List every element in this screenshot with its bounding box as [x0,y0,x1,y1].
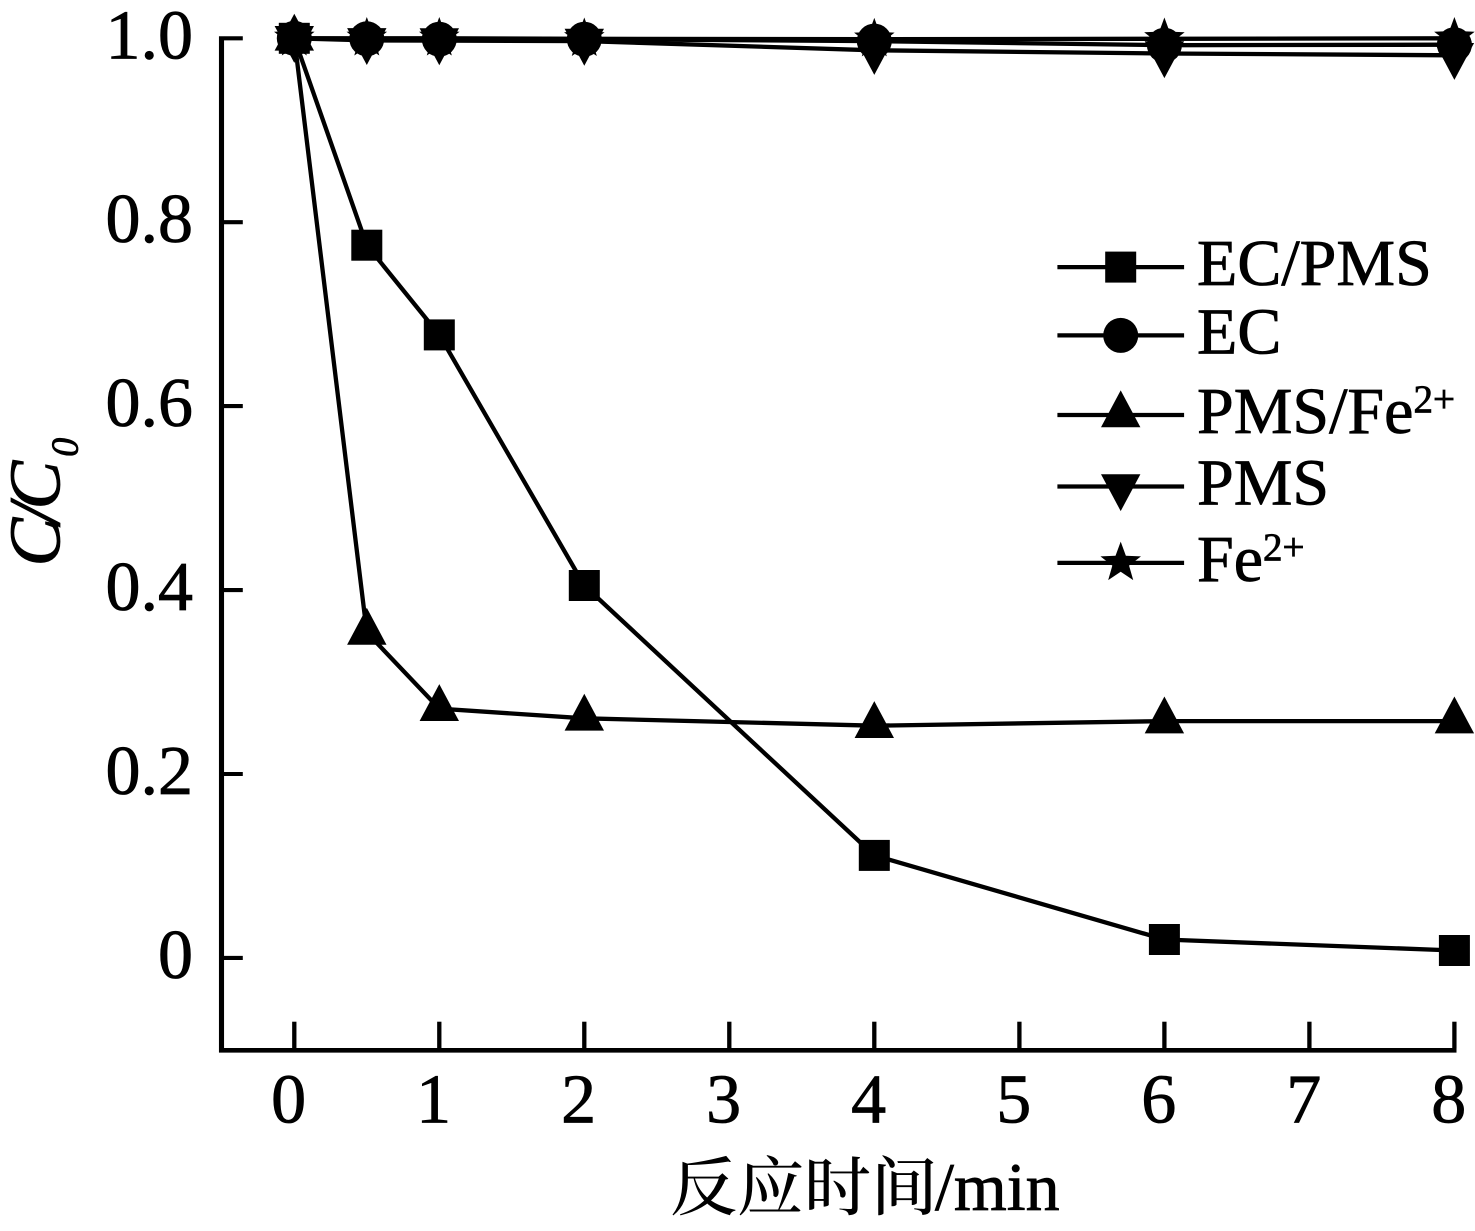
svg-text:5: 5 [996,1062,1031,1139]
svg-text:0.6: 0.6 [106,365,194,442]
svg-text:1: 1 [416,1062,451,1139]
svg-text:0: 0 [45,438,87,457]
svg-text:EC/PMS: EC/PMS [1197,227,1432,300]
svg-text:2: 2 [561,1062,596,1139]
svg-text:PMS: PMS [1197,446,1329,519]
svg-text:EC: EC [1197,295,1281,368]
svg-text:7: 7 [1286,1062,1321,1139]
svg-text:C/C: C/C [0,460,76,567]
svg-text:6: 6 [1141,1062,1176,1139]
svg-text:Fe2+: Fe2+ [1197,523,1305,596]
svg-text:8: 8 [1431,1062,1466,1139]
svg-text:0.4: 0.4 [106,549,194,626]
svg-text:1.0: 1.0 [106,0,194,74]
svg-text:0.8: 0.8 [106,181,194,258]
svg-text:PMS/Fe2+: PMS/Fe2+ [1197,375,1455,448]
svg-text:0.2: 0.2 [106,733,194,810]
svg-text:0: 0 [271,1062,306,1139]
svg-text:0: 0 [158,917,193,994]
svg-text:3: 3 [706,1062,741,1139]
svg-text:4: 4 [851,1062,886,1139]
svg-text:/min: /min [935,1149,1060,1225]
